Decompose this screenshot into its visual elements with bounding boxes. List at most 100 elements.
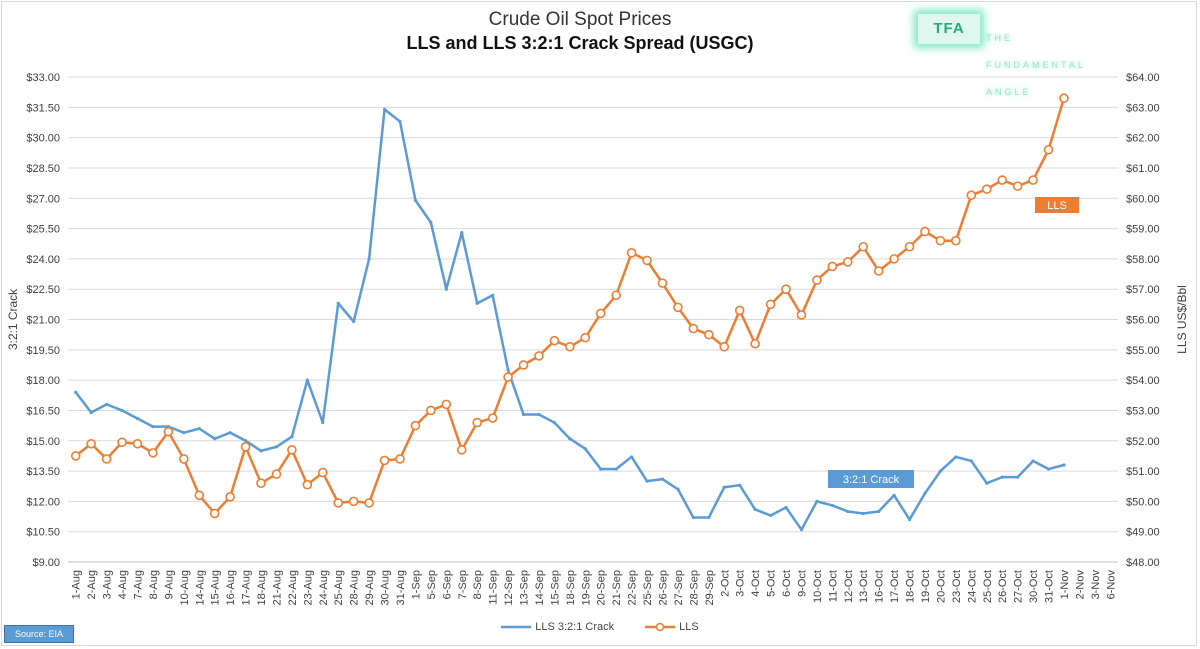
data-point-crack — [197, 427, 201, 431]
data-point-lls — [225, 492, 235, 502]
x-tick-label: 6-Oct — [781, 570, 793, 597]
x-tick-label: 13-Sep — [519, 570, 531, 605]
data-point-lls — [487, 413, 498, 423]
y-tick-label: $22.50 — [26, 284, 60, 296]
data-point-crack — [892, 493, 896, 497]
y-tick-label: $12.00 — [26, 496, 60, 508]
data-point-crack — [537, 412, 541, 417]
y2-tick-label: $54.00 — [1126, 375, 1160, 387]
data-point-lls — [827, 261, 838, 272]
series-line-lls — [74, 97, 1066, 515]
x-tick-label: 11-Sep — [488, 570, 500, 605]
data-point-lls — [549, 335, 560, 346]
y2-tick-label: $56.00 — [1126, 315, 1160, 327]
x-tick-label: 3-Aug — [102, 570, 114, 599]
y-tick-label: $24.00 — [26, 254, 60, 266]
x-tick-label: 1-Aug — [71, 570, 83, 599]
data-point-crack — [630, 455, 634, 459]
data-point-lls — [101, 454, 112, 464]
legend-item-lls: LLS — [645, 621, 699, 633]
y2-tick-label: $48.00 — [1126, 557, 1160, 569]
y-tick-label: $13.50 — [26, 466, 60, 478]
x-tick-label: 2-Aug — [86, 570, 98, 599]
y-tick-label: $10.50 — [26, 527, 60, 539]
x-tick-label: 11-Oct — [827, 570, 839, 602]
data-point-lls — [642, 255, 652, 266]
data-point-crack — [135, 416, 140, 421]
data-point-lls — [1043, 144, 1054, 155]
x-tick-label: 6-Sep — [441, 570, 453, 599]
data-point-crack — [259, 449, 263, 453]
x-tick-label: 6-Nov — [1105, 570, 1117, 600]
x-tick-label: 7-Sep — [457, 570, 469, 599]
y2-tick-label: $62.00 — [1126, 133, 1160, 145]
data-point-crack — [105, 402, 109, 406]
x-tick-label: 22-Aug — [287, 570, 299, 605]
x-tick-label: 26-Oct — [997, 570, 1009, 603]
source-note: Source: EIA — [4, 625, 75, 643]
data-point-lls — [240, 442, 251, 452]
data-point-lls — [70, 451, 81, 461]
data-point-crack — [691, 515, 695, 520]
data-point-lls — [734, 305, 745, 316]
legend-item-crack: LLS 3:2:1 Crack — [501, 621, 614, 633]
x-tick-label: 14-Sep — [534, 570, 546, 605]
data-point-lls — [426, 405, 436, 416]
data-point-crack — [382, 107, 387, 111]
data-point-crack — [1000, 475, 1004, 479]
data-point-crack — [321, 420, 325, 425]
data-point-crack — [552, 420, 556, 425]
data-point-lls — [657, 278, 668, 288]
data-point-lls — [163, 426, 174, 437]
data-point-crack — [768, 513, 773, 518]
data-point-crack — [182, 431, 186, 435]
x-tick-label: 15-Sep — [549, 570, 561, 605]
logo-line-3: ANGLE — [986, 87, 1032, 97]
legend-label-lls: LLS — [679, 621, 699, 633]
data-point-lls — [117, 437, 127, 448]
data-point-lls — [256, 478, 266, 488]
data-point-lls — [873, 266, 884, 276]
x-tick-label: 23-Aug — [302, 570, 314, 605]
data-point-crack — [491, 293, 495, 297]
x-tick-label: 28-Aug — [349, 570, 361, 605]
data-point-lls — [194, 490, 205, 501]
data-point-crack — [583, 447, 587, 451]
x-tick-label: 18-Sep — [565, 570, 577, 605]
x-tick-label: 4-Aug — [117, 570, 129, 599]
x-tick-label: 30-Oct — [1028, 570, 1040, 603]
data-point-crack — [1046, 467, 1051, 471]
data-point-crack — [274, 445, 279, 449]
x-tick-label: 2-Nov — [1074, 570, 1086, 600]
x-tick-label: 26-Sep — [657, 570, 669, 605]
x-tick-label: 29-Aug — [364, 570, 376, 605]
y-tick-label: $16.50 — [26, 405, 60, 417]
data-point-crack — [336, 301, 340, 305]
x-tick-label: 30-Aug — [380, 570, 392, 605]
data-point-crack — [923, 491, 927, 495]
legend-swatch-crack — [501, 625, 532, 629]
data-point-crack — [228, 431, 232, 435]
data-point-lls — [364, 498, 374, 508]
data-point-lls — [580, 332, 591, 343]
data-point-crack — [521, 412, 526, 417]
data-point-crack — [352, 319, 356, 324]
data-point-lls — [935, 235, 946, 246]
data-point-lls — [595, 308, 606, 319]
data-point-crack — [290, 435, 294, 439]
data-point-crack — [475, 301, 479, 305]
y-tick-label: $18.00 — [26, 375, 60, 387]
x-tick-label: 1-Sep — [410, 570, 422, 599]
data-point-lls — [86, 438, 96, 449]
data-point-lls — [179, 454, 189, 464]
y-tick-label: $9.00 — [32, 557, 60, 569]
x-tick-label: 1-Nov — [1059, 570, 1071, 600]
data-point-lls — [966, 190, 977, 201]
x-tick-label: 25-Aug — [333, 570, 345, 605]
x-tick-label: 12-Sep — [503, 570, 515, 605]
data-point-lls — [673, 302, 683, 313]
lls-label-box — [1035, 197, 1079, 213]
data-point-crack — [676, 487, 680, 491]
data-point-lls — [858, 241, 869, 252]
lls-label-text: LLS — [1047, 200, 1067, 212]
